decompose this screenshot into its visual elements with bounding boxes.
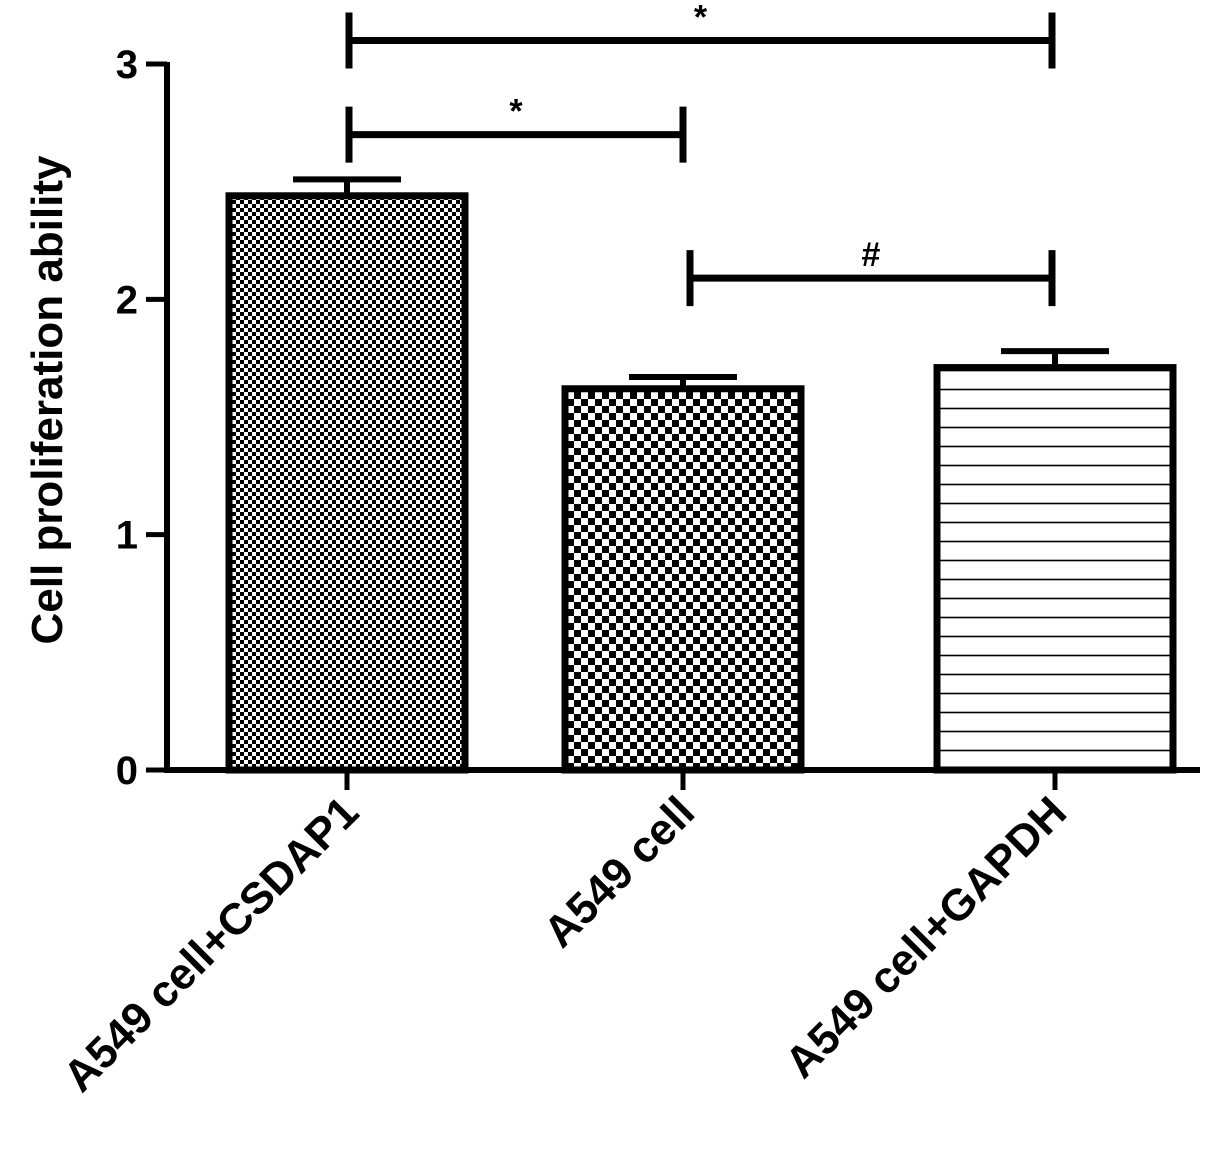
x-axis-labels: A549 cell+CSDAP1 A549 cell A549 cell+GAPDH [54, 787, 1076, 1101]
y-tick-label: 2 [116, 278, 138, 322]
bar-2 [561, 385, 805, 774]
y-tick-label: 3 [116, 43, 138, 87]
y-tick-label: 1 [116, 514, 138, 558]
y-axis-ticks: 0 1 2 3 [116, 43, 167, 793]
error-bars [293, 176, 1109, 790]
significance-brackets: * * # [345, 0, 1056, 307]
y-tick-label: 0 [116, 749, 138, 793]
x-category-label: A549 cell+CSDAP1 [54, 787, 368, 1101]
x-category-label: A549 cell [534, 787, 704, 957]
significance-label: # [862, 236, 881, 274]
bars [225, 192, 1177, 774]
y-axis-label: Cell proliferation ability [23, 155, 72, 644]
significance-label: * [694, 0, 708, 36]
significance-label: * [509, 93, 523, 131]
bar-3 [933, 364, 1177, 774]
bar-1 [225, 192, 469, 774]
x-category-label: A549 cell+GAPDH [776, 787, 1076, 1087]
